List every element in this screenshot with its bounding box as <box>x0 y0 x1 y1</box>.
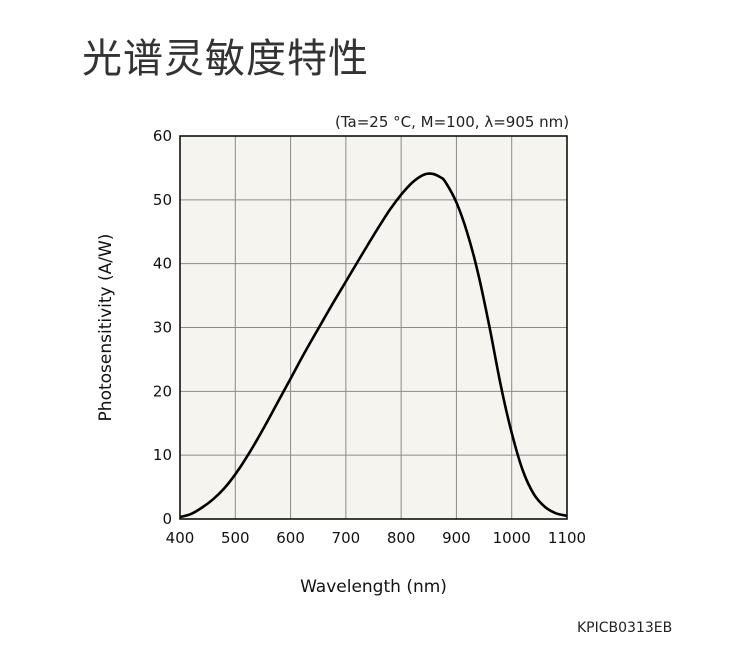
y-tick-label: 20 <box>153 382 172 400</box>
plot-frame <box>179 135 568 520</box>
measurement-conditions: (Ta=25 °C, M=100, λ=905 nm) <box>335 113 570 131</box>
x-tick-label: 1000 <box>493 529 531 547</box>
y-tick-label: 50 <box>153 191 172 209</box>
x-tick-label: 800 <box>387 529 416 547</box>
x-axis-label: Wavelength (nm) <box>300 577 447 597</box>
x-tick-label: 700 <box>332 529 361 547</box>
y-tick-label: 30 <box>153 319 172 337</box>
y-tick-label: 40 <box>153 255 172 273</box>
x-tick-label: 400 <box>166 529 195 547</box>
y-axis-label: Photosensitivity (A/W) <box>96 234 116 422</box>
y-tick-label: 10 <box>153 446 172 464</box>
x-tick-label: 900 <box>442 529 471 547</box>
x-tick-label: 500 <box>221 529 250 547</box>
y-tick-label: 60 <box>153 127 172 145</box>
document-code: KPICB0313EB <box>577 620 673 636</box>
tick-labels: 400 500 600 700 800 900 1000 1100 0 10 20 30 40 50 60 <box>153 127 586 547</box>
page-title: 光谱灵敏度特性 <box>82 36 369 82</box>
y-tick-label: 0 <box>162 510 172 528</box>
x-tick-label: 1100 <box>548 529 586 547</box>
x-tick-label: 600 <box>276 529 305 547</box>
data-series-line <box>179 172 568 519</box>
